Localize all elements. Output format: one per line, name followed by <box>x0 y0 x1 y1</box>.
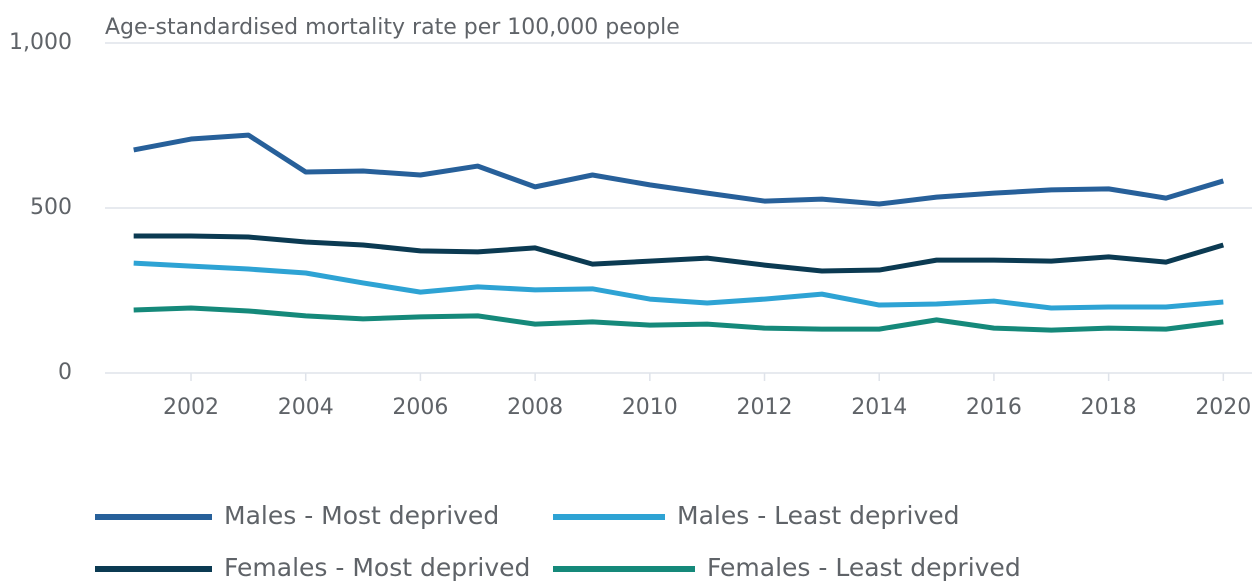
series-line <box>133 233 1225 274</box>
x-tick-label: 2010 <box>622 395 678 420</box>
series-line <box>133 260 1224 311</box>
legend-label: Females - Most deprived <box>224 553 530 582</box>
chart-title: Age-standardised mortality rate per 100,… <box>105 15 680 40</box>
x-tick-label: 2012 <box>737 395 793 420</box>
legend-label: Males - Most deprived <box>224 501 499 530</box>
y-tick-label: 0 <box>58 360 72 385</box>
legend-label: Males - Least deprived <box>677 501 960 530</box>
x-tick-label: 2014 <box>851 395 907 420</box>
x-tick-label: 2008 <box>507 395 563 420</box>
x-tick-label: 2020 <box>1195 395 1251 420</box>
series-line <box>133 305 1224 333</box>
x-tick-label: 2002 <box>163 395 219 420</box>
y-tick-label: 500 <box>30 195 72 220</box>
x-tick-label: 2018 <box>1081 395 1137 420</box>
legend-label: Females - Least deprived <box>707 553 1021 582</box>
x-tick-label: 2006 <box>392 395 448 420</box>
x-tick-label: 2004 <box>278 395 334 420</box>
y-tick-label: 1,000 <box>9 30 72 55</box>
x-tick-label: 2016 <box>966 395 1022 420</box>
series-line <box>133 132 1225 207</box>
